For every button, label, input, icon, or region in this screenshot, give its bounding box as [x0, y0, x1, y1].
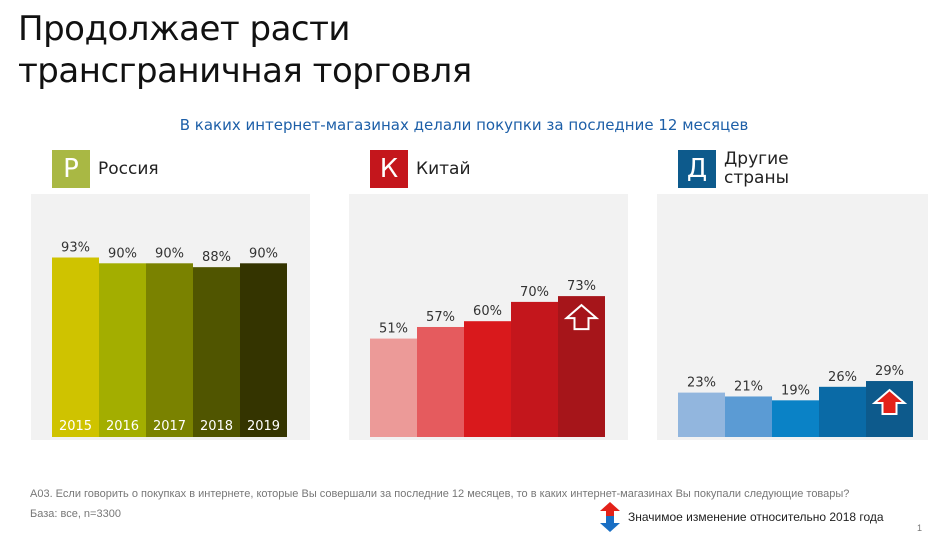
bar-2017 [772, 400, 819, 437]
data-label: 88% [202, 250, 231, 265]
chart-panel: 51% 57% 60% 70% 73% [349, 194, 628, 440]
data-label: 51% [379, 322, 408, 337]
panel-badge: Д [678, 150, 716, 188]
data-label: 90% [155, 246, 184, 261]
data-label: 19% [781, 383, 810, 398]
legend-text: Значимое изменение относительно 2018 год… [628, 510, 884, 524]
bar-2019 [558, 296, 605, 437]
base-note: База: все, n=3300 [30, 508, 121, 520]
panel-badge: К [370, 150, 408, 188]
chart-panel: 23% 21% 19% 26% 29% [657, 194, 928, 440]
bar-2018 [819, 386, 866, 437]
bar-2017 [464, 321, 511, 437]
bar-chart: 23% 21% 19% 26% 29% [678, 364, 913, 437]
title-line: Продолжает расти [18, 9, 350, 49]
panel-header: К Китай [370, 150, 471, 188]
bar-2015 [678, 392, 725, 437]
data-label: 90% [249, 246, 278, 261]
data-label: 73% [567, 279, 596, 294]
page-title: Продолжает расти трансграничная торговля [18, 8, 472, 92]
panel-badge: Р [52, 150, 90, 188]
bar-2019 [240, 263, 287, 437]
increase-arrow-icon [563, 303, 600, 331]
category-label: 2017 [153, 419, 186, 434]
bar-2015 [52, 257, 99, 437]
panel-header: Р Россия [52, 150, 159, 188]
legend: Значимое изменение относительно 2018 год… [598, 502, 884, 532]
chart-subtitle: В каких интернет-магазинах делали покупк… [179, 116, 749, 134]
significant-change-icon [600, 502, 620, 532]
data-label: 60% [473, 304, 502, 319]
data-label: 23% [687, 376, 716, 391]
panel-title: Россия [98, 158, 159, 179]
bar-2018 [193, 267, 240, 437]
panel-header: Д Другие страны [678, 150, 794, 188]
bar-2018 [511, 301, 558, 437]
panel-title: Китай [416, 158, 471, 179]
title-line: трансграничная торговля [18, 51, 472, 91]
category-label: 2015 [59, 419, 92, 434]
panel-title: Другие страны [724, 149, 789, 188]
chart-panel: 93% 2015 90% 2016 90% 2017 88% 2018 90% 2019 [31, 194, 310, 440]
data-label: 90% [108, 246, 137, 261]
category-label: 2019 [247, 419, 280, 434]
data-label: 57% [426, 310, 455, 325]
page-number: 1 [916, 523, 922, 533]
bar-2016 [99, 263, 146, 437]
data-label: 29% [875, 364, 904, 379]
bar-2016 [725, 396, 772, 437]
category-label: 2016 [106, 419, 139, 434]
bar-2017 [146, 263, 193, 437]
bar-chart: 93% 2015 90% 2016 90% 2017 88% 2018 90% 2019 [52, 241, 287, 437]
data-label: 21% [734, 379, 763, 394]
category-label: 2018 [200, 419, 233, 434]
bar-2016 [417, 326, 464, 437]
increase-arrow-icon [871, 388, 908, 416]
footnote: A03. Если говорить о покупках в интернет… [30, 488, 850, 500]
bar-chart: 51% 57% 60% 70% 73% [370, 279, 605, 437]
data-label: 26% [828, 370, 857, 385]
data-label: 70% [520, 285, 549, 300]
bar-2015 [370, 338, 417, 437]
data-label: 93% [61, 241, 90, 256]
